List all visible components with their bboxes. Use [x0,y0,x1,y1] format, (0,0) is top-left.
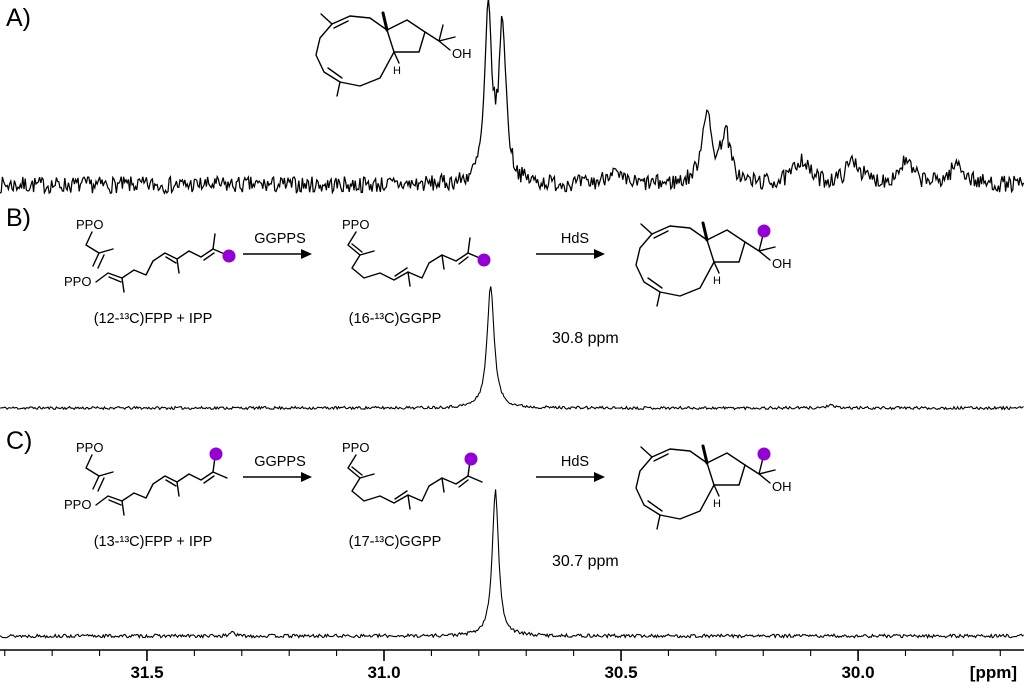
panel-b-label: B) [6,204,31,232]
intermediate-label-c: (17-¹³C)GGPP [348,534,442,550]
axis-unit-label: [ppm] [969,663,1017,682]
spectrum-c-trace [0,489,1024,640]
reaction-arrow [535,471,606,483]
product-structure-a: OH H [314,11,472,98]
fpp-ipp-structure-b: PPO PPO [64,217,236,293]
oh-label: OH [772,256,792,271]
isotope-dot [757,224,771,238]
oh-label: OH [772,479,792,494]
nmr-spectrum-b [0,286,1024,411]
ppo-label: PPO [64,274,91,289]
ppo-label: PPO [342,440,369,455]
spectrum-a-trace [0,0,1024,195]
isotope-dot [464,452,478,466]
substrate-label-b: (12-¹³C)FPP + IPP [93,311,213,327]
ppm-axis [0,649,1024,661]
product-structure-c: OH H [634,444,792,531]
isotope-dot [222,249,236,263]
reaction-arrow [242,248,313,260]
h-label: H [713,275,721,287]
isotope-dot [477,253,491,267]
reaction-arrow [242,471,313,483]
isotope-dot [757,447,771,461]
panel-c-label: C) [6,427,33,455]
enzyme2-label-b: HdS [560,231,590,247]
ppo-label: PPO [76,217,103,232]
intermediate-label-b: (16-¹³C)GGPP [348,311,442,327]
spectrum-b-trace [0,286,1024,411]
axis-tick-label: 30.5 [604,663,638,682]
product-structure-b: OH H [634,221,792,308]
nmr-spectrum-a [0,0,1024,195]
nmr-spectrum-c [0,489,1024,640]
ppo-label: PPO [76,440,103,455]
ppo-label: PPO [64,497,91,512]
axis-tick-label: 31.5 [130,663,164,682]
axis-tick-label: 30.0 [841,663,875,682]
panel-a-label: A) [6,4,31,32]
ggpp-structure-c: PPO [342,440,483,510]
enzyme1-label-c: GGPPS [254,454,306,470]
enzyme2-label-c: HdS [560,454,590,470]
h-label: H [713,498,721,510]
enzyme1-label-b: GGPPS [254,231,306,247]
h-label: H [393,65,401,77]
axis-tick-label: 31.0 [367,663,401,682]
oh-label: OH [452,46,472,61]
reaction-arrow [535,248,606,260]
isotope-dot [209,447,223,461]
fpp-ipp-structure-c: PPO PPO [64,440,228,516]
ggpp-structure-b: PPO [342,217,491,287]
peak-annotation-b: 30.8 ppm [552,330,619,347]
substrate-label-c: (13-¹³C)FPP + IPP [93,534,213,550]
ppo-label: PPO [342,217,369,232]
peak-annotation-c: 30.7 ppm [552,553,619,570]
